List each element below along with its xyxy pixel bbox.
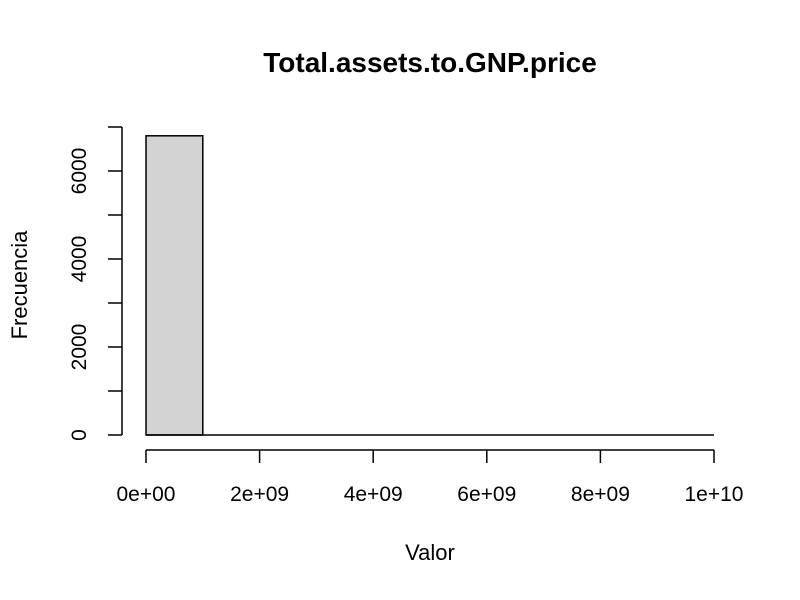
y-tick-label: 6000 — [68, 148, 91, 195]
y-axis: 0 2000 4000 6000 — [68, 126, 123, 441]
histogram-bar — [145, 135, 204, 436]
y-tick-label: 0 — [68, 429, 91, 441]
histogram-bars — [145, 135, 714, 436]
y-tick-label: 2000 — [68, 324, 91, 371]
x-tick-label: 6e+09 — [457, 483, 516, 506]
y-tick-label: 4000 — [68, 236, 91, 283]
x-tick-label: 0e+00 — [117, 483, 176, 506]
x-tick-label: 1e+10 — [685, 483, 744, 506]
x-tick-label: 4e+09 — [344, 483, 403, 506]
x-axis-label: Valor — [405, 540, 455, 565]
x-tick-label: 2e+09 — [230, 483, 289, 506]
chart-title: Total.assets.to.GNP.price — [263, 47, 597, 78]
y-axis-label: Frecuencia — [7, 230, 32, 340]
x-axis: 0e+00 2e+09 4e+09 6e+09 8e+09 1e+10 — [117, 449, 744, 506]
x-tick-label: 8e+09 — [571, 483, 630, 506]
